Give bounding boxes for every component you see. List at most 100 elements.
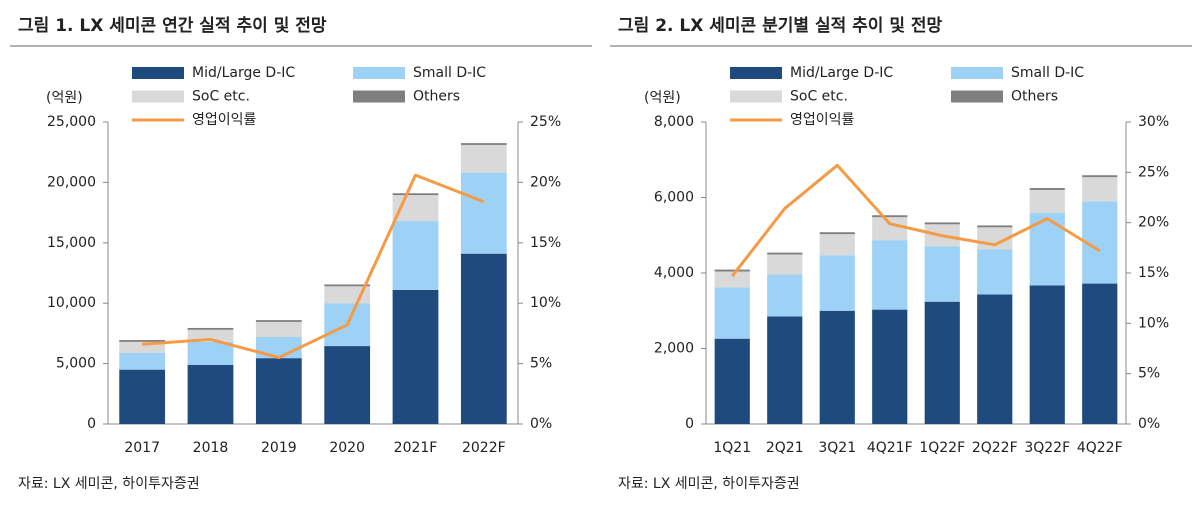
bar-segment <box>872 309 908 424</box>
y2-tick-label: 15% <box>530 235 561 251</box>
bar-segment <box>1082 175 1118 178</box>
bar-segment <box>714 271 750 288</box>
x-tick-label: 2018 <box>193 440 229 456</box>
bar-segment <box>119 341 166 353</box>
y2-tick-label: 15% <box>1138 265 1169 281</box>
bar-segment <box>924 301 960 424</box>
legend-label: Small D-IC <box>413 65 486 81</box>
legend-swatch <box>730 67 782 79</box>
bar-segment <box>924 246 960 302</box>
bar-segment <box>924 222 960 225</box>
bar-segment <box>187 364 234 424</box>
bar-segment <box>1029 188 1065 190</box>
legend-label: Mid/Large D-IC <box>192 65 295 81</box>
y-tick-label: 6,000 <box>654 190 694 206</box>
y2-tick-label: 10% <box>530 295 561 311</box>
bar-segment <box>872 217 908 241</box>
source-note: 자료: LX 세미콘, 하이투자증권 <box>18 476 200 492</box>
bar-segment <box>324 284 371 287</box>
bar-segment <box>1029 189 1065 213</box>
y-tick-label: 0 <box>87 416 96 432</box>
y-tick-label: 5,000 <box>56 356 96 372</box>
y-tick-label: 4,000 <box>654 265 694 281</box>
legend-swatch <box>132 90 184 103</box>
y-axis-unit: (억원) <box>46 90 83 106</box>
legend-label: Small D-IC <box>1011 65 1084 81</box>
bar-segment <box>460 144 507 173</box>
bar-segment <box>767 252 803 255</box>
y-tick-label: 25,000 <box>47 114 96 130</box>
y-axis-unit: (억원) <box>644 90 681 106</box>
y-tick-label: 20,000 <box>47 174 96 190</box>
bar-segment <box>819 255 855 311</box>
bar-segment <box>255 337 302 359</box>
x-tick-label: 1Q21 <box>713 440 751 456</box>
chart-title: 그림 1. LX 세미콘 연간 실적 추이 및 전망 <box>18 16 327 36</box>
x-tick-label: 2017 <box>124 440 160 456</box>
y2-tick-label: 20% <box>1138 215 1169 231</box>
bar-segment <box>767 316 803 424</box>
y2-tick-label: 5% <box>1138 366 1160 382</box>
bar-segment <box>119 340 166 342</box>
x-tick-label: 2022F <box>462 440 506 456</box>
x-tick-label: 2021F <box>394 440 438 456</box>
y-tick-label: 10,000 <box>47 295 96 311</box>
x-tick-label: 4Q21F <box>867 440 913 456</box>
bar-segment <box>977 249 1013 295</box>
bar-segment <box>1082 177 1118 202</box>
legend-swatch <box>951 67 1003 79</box>
bar-segment <box>714 269 750 272</box>
x-tick-label: 3Q22F <box>1024 440 1070 456</box>
bar-segment <box>1029 285 1065 424</box>
bar-segment <box>392 193 439 196</box>
legend-swatch <box>353 90 405 103</box>
x-tick-label: 2020 <box>329 440 365 456</box>
legend-label: Mid/Large D-IC <box>790 65 893 81</box>
x-tick-label: 3Q21 <box>818 440 856 456</box>
bar-segment <box>714 338 750 424</box>
bar-segment <box>767 274 803 317</box>
source-note: 자료: LX 세미콘, 하이투자증권 <box>618 476 800 492</box>
bar-segment <box>977 294 1013 424</box>
y2-tick-label: 10% <box>1138 315 1169 331</box>
y-tick-label: 0 <box>685 416 694 432</box>
y2-tick-label: 25% <box>1138 164 1169 180</box>
bar-segment <box>460 253 507 424</box>
bar-segment <box>392 221 439 290</box>
bar-segment <box>977 225 1013 228</box>
bar-segment <box>872 240 908 310</box>
bar-segment <box>255 358 302 424</box>
x-tick-label: 2Q21 <box>766 440 804 456</box>
bar-segment <box>1082 283 1118 424</box>
legend-label: Others <box>1011 89 1058 105</box>
bar-segment <box>187 341 234 365</box>
legend-label: Others <box>413 89 460 105</box>
bar-segment <box>460 172 507 254</box>
bar-segment <box>392 289 439 424</box>
legend-label: SoC etc. <box>790 89 848 105</box>
legend-label: 영업이익률 <box>790 112 855 128</box>
bar-segment <box>187 327 234 330</box>
bar-segment <box>767 254 803 275</box>
y-tick-label: 8,000 <box>654 114 694 130</box>
bar-segment <box>460 143 507 145</box>
y2-tick-label: 0% <box>530 416 552 432</box>
chart-title: 그림 2. LX 세미콘 분기별 실적 추이 및 전망 <box>618 16 943 36</box>
bar-segment <box>255 321 302 338</box>
legend-label: 영업이익률 <box>192 112 257 128</box>
bar-segment <box>714 287 750 339</box>
x-tick-label: 2Q22F <box>972 440 1018 456</box>
y2-tick-label: 30% <box>1138 114 1169 130</box>
legend-label: SoC etc. <box>192 89 250 105</box>
bar-segment <box>324 346 371 424</box>
y2-tick-label: 25% <box>530 114 561 130</box>
y-tick-label: 15,000 <box>47 235 96 251</box>
y-tick-label: 2,000 <box>654 341 694 357</box>
bar-segment <box>819 234 855 256</box>
y2-tick-label: 20% <box>530 174 561 190</box>
line-series <box>731 163 1101 277</box>
bar-segment <box>819 232 855 235</box>
y2-tick-label: 5% <box>530 356 552 372</box>
